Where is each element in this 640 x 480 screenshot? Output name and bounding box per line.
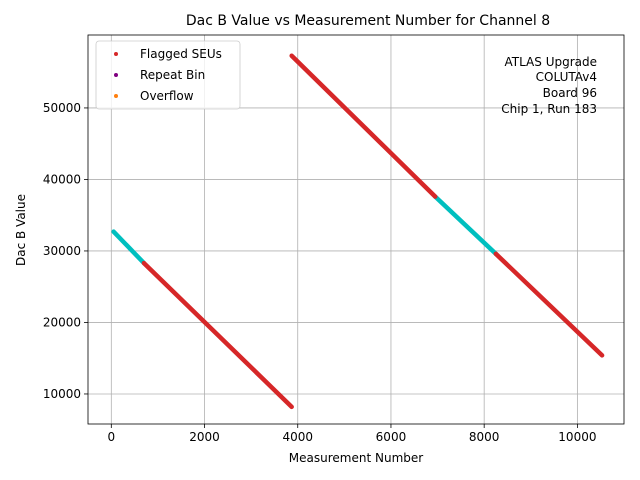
annotation: ATLAS Upgrade COLUTAv4 Board 96 Chip 1, …	[501, 55, 597, 116]
legend: Flagged SEUs Repeat Bin Overflow	[95, 40, 241, 110]
axes-frame	[87, 34, 625, 425]
x-tick-label: 8000	[469, 430, 500, 444]
y-tick-label: 30000	[43, 244, 81, 258]
legend-marker-overflow	[114, 94, 118, 98]
x-tick-label: 10000	[558, 430, 596, 444]
ticks: 0 2000 4000 6000 8000 10000 10000 20000 30000 400…	[43, 101, 597, 444]
chart-title: Dac B Value vs Measurement Number for Ch…	[186, 13, 550, 29]
data-segment-measurements-cyan	[432, 194, 499, 257]
legend-box	[95, 40, 241, 110]
y-tick-label: 50000	[43, 101, 81, 115]
y-axis-label: Dac B Value	[14, 194, 28, 266]
x-tick-label: 6000	[376, 430, 407, 444]
annotation-line-3: Board 96	[543, 86, 597, 100]
legend-marker-repeat-bin	[114, 73, 118, 77]
plot-area	[111, 53, 605, 410]
data-segment-measurements-cyan	[111, 229, 147, 266]
y-tick-label: 20000	[43, 315, 81, 329]
grid	[88, 35, 624, 424]
data-segment-flagged-seus	[141, 260, 294, 410]
x-tick-label: 2000	[189, 430, 220, 444]
y-tick-label: 40000	[43, 172, 81, 186]
y-tick-label: 10000	[43, 387, 81, 401]
annotation-line-2: COLUTAv4	[536, 70, 597, 84]
legend-marker-flagged-seus	[114, 52, 118, 56]
x-tick-label: 0	[107, 430, 115, 444]
data-segment-flagged-seus	[493, 251, 605, 358]
legend-label-flagged-seus: Flagged SEUs	[140, 47, 222, 61]
data-segment-flagged-seus	[289, 53, 438, 199]
annotation-line-1: ATLAS Upgrade	[504, 55, 597, 69]
legend-label-repeat-bin: Repeat Bin	[140, 68, 205, 82]
x-tick-label: 4000	[282, 430, 313, 444]
x-axis-label: Measurement Number	[289, 451, 423, 465]
annotation-line-4: Chip 1, Run 183	[501, 102, 597, 116]
legend-label-overflow: Overflow	[140, 89, 194, 103]
